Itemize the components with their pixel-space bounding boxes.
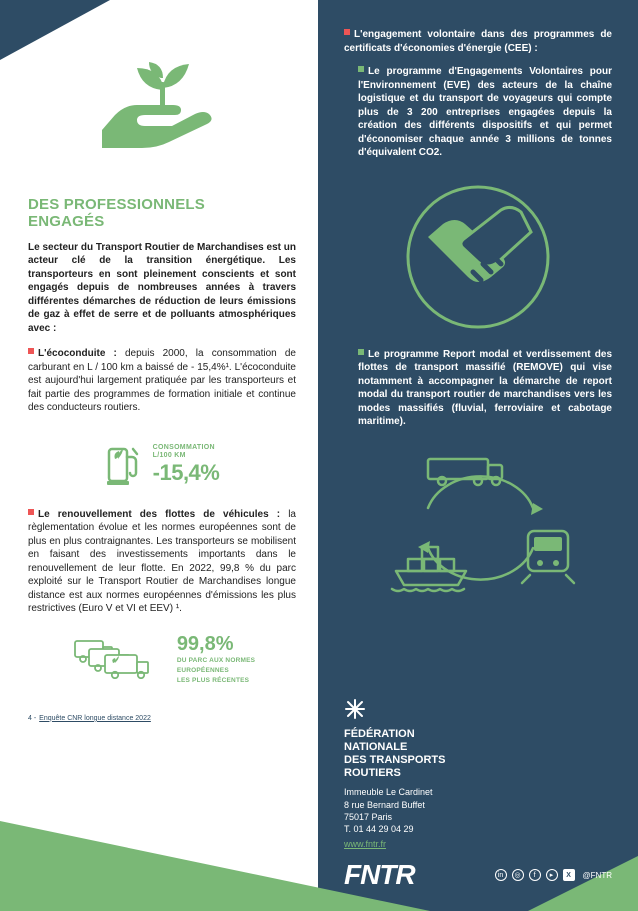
left-column: DES PROFESSIONNELS ENGAGÉS Le secteur du… (0, 0, 318, 911)
fntr-logo: FNTR (344, 859, 415, 891)
fleet-stat-text: 99,8% DU PARC AUX NORMES EUROPÉENNES LES… (177, 634, 255, 685)
stat-label-l1: CONSOMMATION (153, 444, 220, 452)
fuel-pump-icon (105, 439, 141, 492)
youtube-icon[interactable]: ▸ (546, 869, 558, 881)
bullet-marker-red (28, 348, 34, 354)
right-sub-2: Le programme Report modal et verdissemen… (358, 348, 612, 429)
decor-triangle-top-left (0, 0, 110, 60)
stat-text: CONSOMMATION L/100 KM -15,4% (153, 444, 220, 485)
fleet-sub-l2: EUROPÉENNES (177, 667, 255, 674)
logo-row: FNTR in ◎ f ▸ X @FNTR (344, 859, 612, 891)
org-l3: DES TRANSPORTS (344, 754, 445, 766)
right-sub-1: Le programme d'Engagements Volontaires p… (358, 65, 612, 160)
addr-l3: 75017 Paris (344, 812, 392, 822)
bullet-ecoconduite: L'écoconduite : depuis 2000, la consomma… (28, 347, 296, 415)
title-line-1: DES PROFESSIONNELS (28, 196, 205, 213)
stat-fleet: 99,8% DU PARC AUX NORMES EUROPÉENNES LES… (28, 634, 296, 685)
right-sub2-text: Le programme Report modal et verdissemen… (358, 349, 612, 428)
fleet-pct: 99,8% (177, 634, 255, 654)
org-name: FÉDÉRATION NATIONALE DES TRANSPORTS ROUT… (344, 728, 612, 781)
fleet-sub-l3: LES PLUS RÉCENTES (177, 677, 255, 684)
bullet-fleet: Le renouvellement des flottes de véhicul… (28, 508, 296, 616)
org-l1: FÉDÉRATION (344, 728, 415, 740)
instagram-icon[interactable]: ◎ (512, 869, 524, 881)
intro-paragraph: Le secteur du Transport Routier de March… (28, 241, 296, 336)
right-column: L'engagement volontaire dans des program… (318, 0, 638, 911)
addr-l1: Immeuble Le Cardinet (344, 787, 433, 797)
stat-value: -15,4% (153, 460, 220, 486)
right-bullet-main: L'engagement volontaire dans des program… (344, 28, 612, 55)
org-website-link[interactable]: www.fntr.fr (344, 839, 612, 849)
social-icons: in ◎ f ▸ X @FNTR (495, 869, 612, 881)
footnote-source: Enquête CNR longue distance 2022 (39, 715, 151, 722)
stat-consumption: CONSOMMATION L/100 KM -15,4% (28, 439, 296, 492)
plant-hand-icon (97, 60, 227, 180)
title-line-2: ENGAGÉS (28, 213, 104, 230)
addr-l2: 8 rue Bernard Buffet (344, 800, 425, 810)
bullet-marker-green (358, 349, 364, 355)
page: DES PROFESSIONNELS ENGAGÉS Le secteur du… (0, 0, 638, 911)
bullet-lead: Le renouvellement des flottes de véhicul… (38, 509, 280, 520)
trucks-icon (69, 635, 159, 684)
multimodal-transport-icon (368, 453, 588, 603)
bullet-lead: L'écoconduite : (38, 348, 117, 359)
right-lead: L'engagement volontaire dans des program… (344, 29, 612, 54)
org-address: Immeuble Le Cardinet 8 rue Bernard Buffe… (344, 786, 612, 835)
facebook-icon[interactable]: f (529, 869, 541, 881)
bullet-body: la règlementation évolue et les normes e… (28, 509, 296, 615)
addr-l4: T. 01 44 29 04 29 (344, 824, 414, 834)
stat-label-l2: L/100 KM (153, 452, 220, 460)
social-handle: @FNTR (583, 871, 612, 880)
footnote: 4 -Enquête CNR longue distance 2022 (28, 715, 296, 722)
footnote-num: 4 - (28, 715, 36, 722)
linkedin-icon[interactable]: in (495, 869, 507, 881)
right-sub1-text: Le programme d'Engagements Volontaires p… (358, 66, 612, 158)
org-l2: NATIONALE (344, 741, 407, 753)
handshake-icon (403, 182, 553, 332)
footer: FÉDÉRATION NATIONALE DES TRANSPORTS ROUT… (344, 698, 612, 891)
bullet-marker-red (344, 29, 350, 35)
org-l4: ROUTIERS (344, 767, 401, 779)
asterisk-icon (344, 698, 366, 720)
bullet-marker-red (28, 509, 34, 515)
bullet-marker-green (358, 66, 364, 72)
fleet-sub-l1: DU PARC AUX NORMES (177, 657, 255, 664)
section-title: DES PROFESSIONNELS ENGAGÉS (28, 196, 296, 231)
x-twitter-icon[interactable]: X (563, 869, 575, 881)
